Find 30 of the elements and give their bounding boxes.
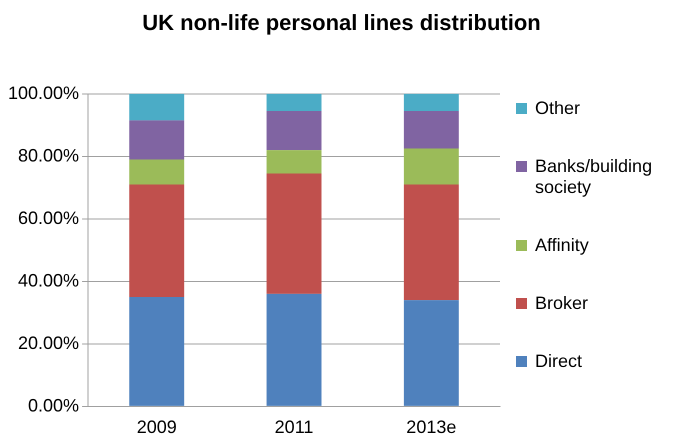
legend-label: Other	[535, 98, 580, 120]
y-tick-label: 20.00%	[18, 332, 80, 353]
bar	[266, 174, 322, 294]
legend-label: Banks/building society	[535, 156, 654, 198]
bar	[266, 294, 322, 406]
bar	[129, 120, 184, 160]
legend-label: Broker	[535, 292, 588, 314]
bar	[129, 94, 184, 120]
x-tick-label: 2009	[136, 417, 177, 438]
bar	[404, 94, 459, 111]
bar	[129, 184, 184, 297]
x-tick-label: 2011	[274, 417, 314, 438]
y-tick-label: 80.00%	[18, 145, 80, 166]
y-tick-label: 40.00%	[18, 270, 80, 290]
bar	[129, 159, 184, 184]
bar	[129, 296, 184, 406]
bar	[266, 150, 322, 174]
x-tick-label: 2013e	[406, 417, 456, 438]
legend-label: Affinity	[535, 234, 589, 256]
y-tick-label: 0.00%	[28, 395, 80, 416]
bar	[404, 184, 459, 300]
bar	[266, 110, 322, 150]
y-tick-label: 60.00%	[18, 208, 80, 228]
chart-title: UK non-life personal lines distribution	[141, 10, 542, 36]
bar	[404, 148, 459, 184]
bar	[404, 300, 459, 406]
legend-label: Direct	[535, 350, 582, 372]
y-tick-label: 100.00%	[8, 82, 80, 103]
bar	[404, 110, 459, 149]
bar	[266, 94, 322, 111]
